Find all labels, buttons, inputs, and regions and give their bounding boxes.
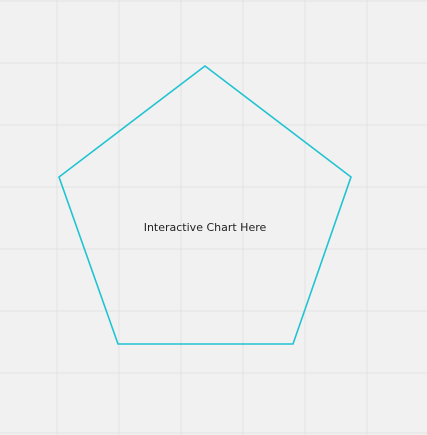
- center-label: Interactive Chart Here: [144, 221, 267, 234]
- pentagon-shape[interactable]: [58, 64, 352, 345]
